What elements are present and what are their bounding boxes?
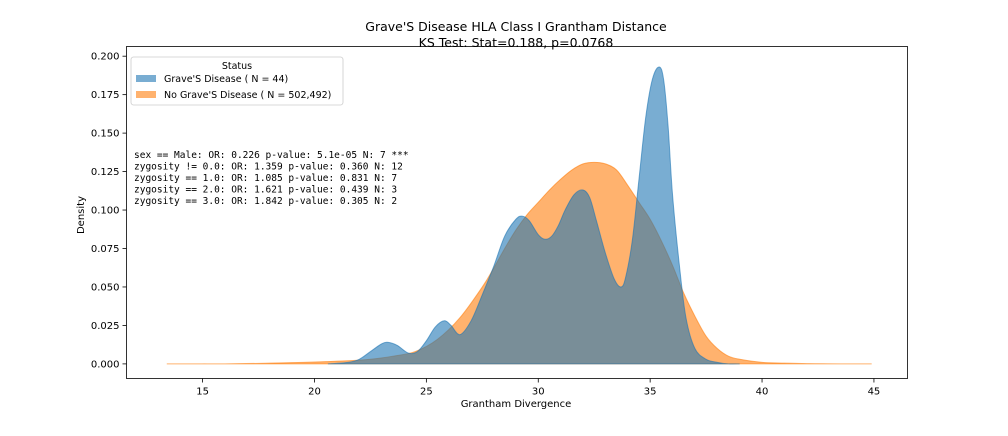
y-tick-label: 0.125 <box>91 167 120 178</box>
y-tick-label: 0.200 <box>91 52 120 63</box>
y-tick-label: 0.050 <box>91 282 120 293</box>
x-axis: 15 20 25 30 35 40 45 <box>196 378 881 398</box>
annotation-line: zygosity == 3.0: OR: 1.842 p-value: 0.30… <box>134 196 397 207</box>
legend-swatch-no-graves <box>136 91 156 98</box>
y-tick-label: 0.000 <box>91 359 120 370</box>
annotation-line: zygosity != 0.0: OR: 1.359 p-value: 0.36… <box>134 162 403 173</box>
x-tick-label: 35 <box>644 387 657 398</box>
legend: Status Grave'S Disease ( N = 44) No Grav… <box>130 56 344 106</box>
y-tick-label: 0.175 <box>91 90 120 101</box>
y-tick-label: 0.025 <box>91 321 120 332</box>
y-axis: 0.000 0.025 0.050 0.075 0.100 0.125 0.150 0.175… <box>91 52 127 370</box>
y-tick-label: 0.100 <box>91 206 120 217</box>
annotation-line: zygosity == 2.0: OR: 1.621 p-value: 0.43… <box>134 185 397 196</box>
chart-subtitle: KS Test: Stat=0.188, p=0.0768 <box>419 35 614 50</box>
series-layer <box>166 66 872 365</box>
plot-frame <box>126 46 908 379</box>
annotation-line: zygosity == 1.0: OR: 1.085 p-value: 0.83… <box>134 173 397 184</box>
x-tick-label: 20 <box>308 387 321 398</box>
chart-title: Grave'S Disease HLA Class I Grantham Dis… <box>365 19 667 34</box>
y-tick-label: 0.150 <box>91 129 120 140</box>
legend-label-no-graves: No Grave'S Disease ( N = 502,492) <box>164 90 331 101</box>
x-axis-label: Grantham Divergence <box>461 399 572 410</box>
y-tick-label: 0.075 <box>91 244 120 255</box>
x-tick-label: 40 <box>756 387 769 398</box>
graves-disease-density-area <box>327 66 740 365</box>
x-tick-label: 15 <box>196 387 209 398</box>
x-tick-label: 45 <box>868 387 881 398</box>
annotation-block: sex == Male: OR: 0.226 p-value: 5.1e-05 … <box>134 150 409 207</box>
x-tick-label: 30 <box>532 387 545 398</box>
legend-title: Status <box>222 61 252 72</box>
legend-label-graves: Grave'S Disease ( N = 44) <box>164 74 288 85</box>
x-tick-label: 25 <box>420 387 433 398</box>
annotation-line: sex == Male: OR: 0.226 p-value: 5.1e-05 … <box>134 150 409 161</box>
legend-swatch-graves <box>136 75 156 82</box>
y-axis-label: Density <box>76 196 87 234</box>
legend-box <box>130 56 344 106</box>
